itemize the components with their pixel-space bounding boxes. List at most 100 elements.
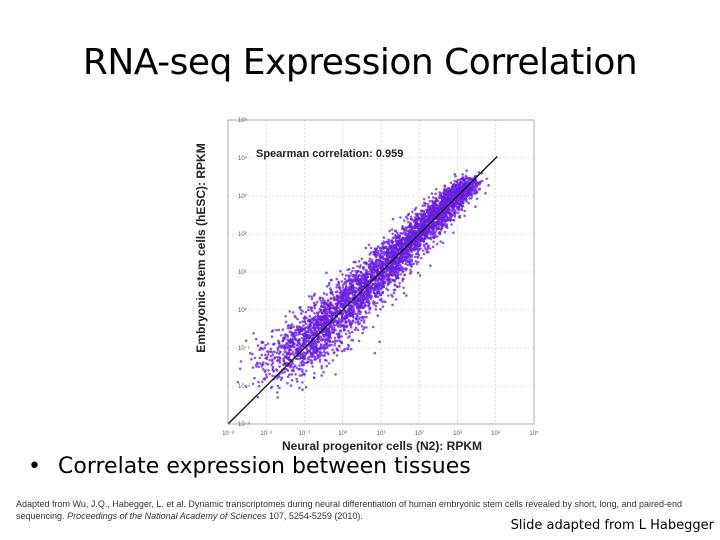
scatter-point [340,305,343,308]
scatter-point [285,352,289,356]
scatter-point [395,275,398,279]
scatter-point [429,224,432,228]
scatter-point [334,311,338,315]
scatter-point [238,367,242,371]
scatter-point [304,326,307,329]
spearman-annotation: Spearman correlation: 0.959 [256,148,403,160]
scatter-point [339,325,342,328]
scatter-point [352,287,355,290]
scatter-point [415,262,419,266]
scatter-point [252,332,255,335]
scatter-point [340,292,343,295]
scatter-point [433,207,437,211]
scatter-point [378,258,382,262]
scatter-point [354,274,358,278]
scatter-point [304,385,308,389]
scatter-point [340,280,344,283]
scatter-point [427,250,430,254]
scatter-point [291,340,294,344]
scatter-point [322,292,326,295]
scatter-point [359,271,363,274]
scatter-point [257,385,261,388]
scatter-point [332,295,336,299]
scatter-point [409,217,413,221]
scatter-point [374,288,378,292]
scatter-point [272,342,276,346]
scatter-point [363,326,366,329]
scatter-point [409,215,413,219]
scatter-point [431,205,434,208]
diagonal-line [227,156,498,425]
scatter-point [446,207,449,211]
scatter-point [396,248,400,252]
scatter-point [341,323,344,327]
scatter-point [333,336,337,340]
scatter-point [434,196,437,200]
scatter-point [286,342,290,346]
scatter-point [260,347,263,350]
x-axis-label: Neural progenitor cells (N2): RPKM [282,439,482,453]
scatter-point [469,179,472,182]
scatter-point [377,276,381,280]
scatter-point [413,255,417,259]
scatter-point [432,240,435,244]
scatter-point [387,277,390,281]
scatter-point [384,258,388,261]
scatter-point [336,325,340,328]
scatter-point [317,327,321,330]
scatter-point [363,262,367,265]
scatter-point [331,348,334,352]
scatter-point [322,370,325,374]
scatter-point [377,249,380,253]
scatter-point [455,188,459,191]
scatter-point [379,252,383,255]
scatter-point [263,346,267,350]
scatter-point [355,282,358,286]
scatter-point [253,356,257,360]
scatter-point [394,261,398,264]
scatter-point [401,277,404,281]
scatter-point [413,225,417,228]
scatter-point [264,362,268,365]
scatter-point [299,308,302,312]
scatter-point [258,348,261,352]
scatter-point [441,224,445,228]
scatter-point [340,349,344,353]
scatter-point [374,268,377,272]
scatter-point [337,321,340,324]
y-axis-label: Embryonic stem cells (hESC): RPKM [194,143,208,352]
scatter-point [348,331,352,335]
scatter-point [305,369,308,373]
scatter-point [396,231,399,235]
scatter-point [309,328,312,331]
scatter-point [459,193,463,197]
scatter-point [343,302,346,305]
scatter-point [314,333,317,337]
scatter-point [279,356,282,360]
scatter-point [349,271,353,275]
scatter-point [302,342,306,345]
scatter-point [389,277,392,281]
scatter-point [373,351,377,355]
scatter-point [338,299,342,303]
scatter-point [275,369,279,372]
scatter-point [269,354,273,358]
scatter-point [236,380,240,384]
scatter-point [290,331,293,334]
scatter-point [419,237,423,241]
scatter-point [487,183,490,187]
scatter-point [416,225,420,229]
scatter-point [408,272,412,275]
scatter-point [314,347,318,351]
scatter-point [294,348,297,352]
scatter-point [376,285,379,288]
scatter-point [281,328,285,331]
scatter-point [291,350,295,353]
scatter-point [295,377,298,381]
scatter-point [398,267,402,271]
scatter-point [415,241,418,245]
scatter-point [337,317,341,321]
y-tick-labels: 10⁻³ 10⁻² 10⁻¹ 10⁰ 10¹ 10² 10³ 10⁴ 10⁵ [238,117,250,428]
x-tick-label: 10⁻² [260,431,272,437]
scatter-point [367,243,371,247]
